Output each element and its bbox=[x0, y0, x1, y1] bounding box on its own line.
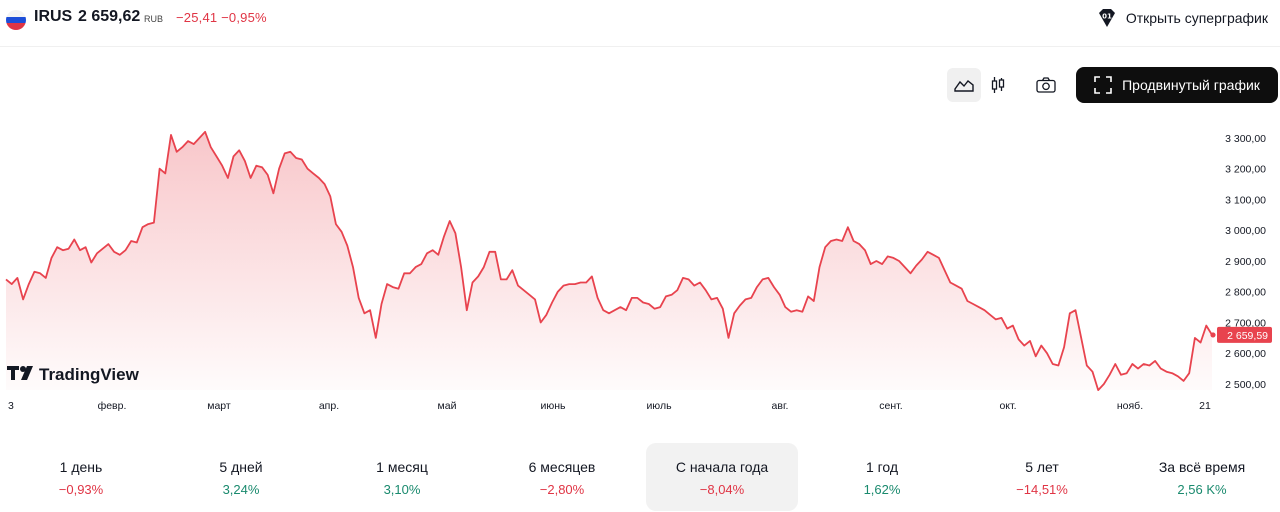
price-chart[interactable]: 3 300,00 3 200,00 3 100,00 3 000,00 2 900,00… bbox=[0, 110, 1280, 420]
symbol-header: IRUS 2 659,62 RUB −25,41 −0,95% 01 Откры… bbox=[0, 0, 1280, 36]
y-tick-label: 3 000,00 bbox=[1225, 225, 1266, 237]
open-superchart-label: Открыть суперграфик bbox=[1125, 10, 1268, 26]
camera-icon bbox=[1036, 77, 1056, 93]
candlestick-icon bbox=[991, 77, 1005, 93]
y-tick-label: 2 600,00 bbox=[1225, 348, 1266, 360]
x-tick-label: июль bbox=[646, 400, 672, 412]
current-price: 2 659,62 bbox=[78, 8, 141, 25]
advanced-chart-button[interactable]: Продвинутый график bbox=[1076, 67, 1278, 103]
x-tick-label: 3 bbox=[8, 400, 14, 412]
period-change-value: −14,51% bbox=[1016, 482, 1068, 497]
y-tick-label: 2 900,00 bbox=[1225, 256, 1266, 268]
period-selector: 1 день −0,93% 5 дней 3,24% 1 месяц 3,10% 6 мес… bbox=[0, 443, 1280, 511]
period-tab[interactable]: За всё время 2,56 K% bbox=[1126, 443, 1278, 511]
period-tab[interactable]: 1 месяц 3,10% bbox=[326, 443, 478, 511]
period-label: 1 месяц bbox=[376, 459, 428, 475]
tradingview-logo-icon bbox=[7, 366, 19, 380]
period-change-value: −8,04% bbox=[699, 482, 745, 497]
period-tab[interactable]: 1 год 1,62% bbox=[806, 443, 958, 511]
period-label: 5 дней bbox=[219, 459, 263, 475]
y-tick-label: 2 500,00 bbox=[1225, 379, 1266, 391]
x-tick-label: нояб. bbox=[1117, 400, 1143, 412]
x-tick-label: май bbox=[438, 400, 457, 412]
svg-text:01: 01 bbox=[1102, 13, 1112, 21]
x-tick-label: февр. bbox=[98, 400, 127, 412]
screenshot-button[interactable] bbox=[1029, 68, 1063, 102]
period-tab[interactable]: 5 дней 3,24% bbox=[165, 443, 317, 511]
period-label: 6 месяцев bbox=[528, 459, 596, 475]
price-line bbox=[5, 130, 1213, 392]
area-chart-button[interactable] bbox=[947, 68, 981, 102]
period-tab[interactable]: С начала года −8,04% bbox=[646, 443, 798, 511]
x-tick-label: сент. bbox=[879, 400, 902, 412]
period-label: 5 лет bbox=[1025, 459, 1059, 475]
x-tick-label: 21 bbox=[1199, 400, 1211, 412]
x-tick-label: март bbox=[207, 400, 231, 412]
x-tick-label: апр. bbox=[319, 400, 339, 412]
tradingview-logo-dot bbox=[20, 366, 26, 372]
period-change-value: 1,62% bbox=[863, 482, 901, 497]
period-label: 1 день bbox=[59, 459, 103, 475]
price-change: −25,41 −0,95% bbox=[176, 10, 267, 25]
header-divider bbox=[0, 46, 1280, 47]
last-price-badge bbox=[1217, 326, 1272, 343]
period-label: С начала года bbox=[675, 459, 769, 475]
last-price-point bbox=[1210, 332, 1216, 338]
fullscreen-icon bbox=[1094, 76, 1112, 94]
period-tab[interactable]: 1 день −0,93% bbox=[5, 443, 157, 511]
last-price-label: 2 659,59 bbox=[1227, 330, 1268, 342]
currency-label: RUB bbox=[144, 14, 164, 24]
y-tick-label: 3 100,00 bbox=[1225, 194, 1266, 206]
period-label: 1 год bbox=[865, 459, 899, 475]
ticker-symbol: IRUS bbox=[34, 8, 73, 25]
superchart-icon: 01 bbox=[1098, 9, 1115, 27]
period-change-value: 3,24% bbox=[222, 482, 260, 497]
advanced-chart-label: Продвинутый график bbox=[1122, 77, 1260, 93]
period-tab[interactable]: 5 лет −14,51% bbox=[966, 443, 1118, 511]
period-change-value: 2,56 K% bbox=[1177, 482, 1227, 497]
period-change-value: 3,10% bbox=[383, 482, 421, 497]
candles-chart-button[interactable] bbox=[981, 68, 1015, 102]
price-area-fill bbox=[6, 131, 1212, 391]
tradingview-logo-mark bbox=[21, 366, 33, 380]
y-tick-label: 2 700,00 bbox=[1225, 317, 1266, 329]
x-tick-label: окт. bbox=[999, 400, 1016, 412]
open-superchart-button[interactable]: 01 Открыть суперграфик bbox=[1096, 6, 1268, 30]
x-tick-label: авг. bbox=[772, 400, 789, 412]
russia-flag-icon bbox=[6, 10, 26, 30]
y-tick-label: 3 300,00 bbox=[1225, 133, 1266, 145]
period-change-value: −0,93% bbox=[58, 482, 104, 497]
chart-style-toggle bbox=[947, 68, 1017, 102]
period-label: За всё время bbox=[1158, 459, 1246, 475]
period-change-value: −2,80% bbox=[539, 482, 585, 497]
y-tick-label: 3 200,00 bbox=[1225, 164, 1266, 176]
tradingview-watermark: TradingView bbox=[39, 365, 140, 384]
period-tab[interactable]: 6 месяцев −2,80% bbox=[486, 443, 638, 511]
area-chart-icon bbox=[954, 80, 974, 92]
y-tick-label: 2 800,00 bbox=[1225, 287, 1266, 299]
x-tick-label: июнь bbox=[540, 400, 566, 412]
